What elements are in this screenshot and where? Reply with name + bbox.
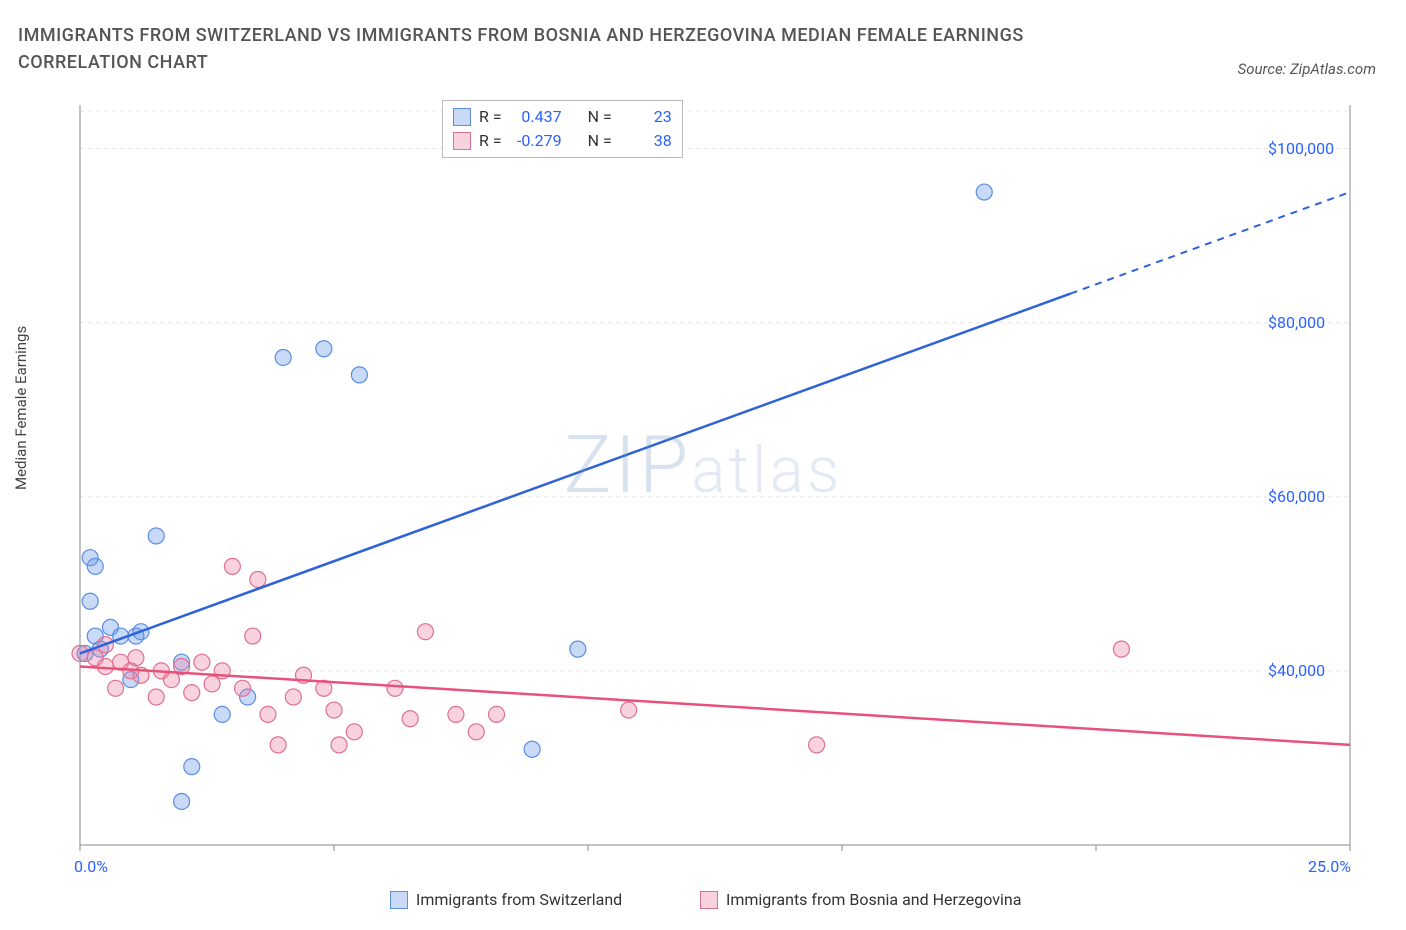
source-attribution: Source: ZipAtlas.com [1238,60,1376,78]
r-label: R = [479,129,502,153]
r-value: 0.437 [510,105,562,129]
legend-label: Immigrants from Switzerland [416,890,622,909]
legend-swatch [390,891,408,909]
x-tick-label: 25.0% [1308,857,1351,876]
r-label: R = [479,105,502,129]
legend-swatch [453,132,471,150]
n-label: N = [588,129,612,153]
y-tick-label: $80,000 [1268,313,1325,332]
legend-item-switzerland: Immigrants from Switzerland [390,890,622,909]
stats-row-switzerland: R = 0.437 N = 23 [453,105,672,129]
n-value: 23 [620,105,672,129]
legend-swatch [700,891,718,909]
n-label: N = [588,105,612,129]
legend-swatch [453,108,471,126]
y-tick-label: $60,000 [1268,487,1325,506]
n-value: 38 [620,129,672,153]
y-tick-label: $100,000 [1268,139,1334,158]
scatter-chart [50,95,1370,875]
y-axis-label: Median Female Earnings [12,326,30,490]
x-tick-label: 0.0% [74,857,108,876]
chart-title: IMMIGRANTS FROM SWITZERLAND VS IMMIGRANT… [18,22,1118,76]
correlation-stats-box: R = 0.437 N = 23 R = -0.279 N = 38 [442,100,683,158]
y-tick-label: $40,000 [1268,661,1325,680]
legend-label: Immigrants from Bosnia and Herzegovina [726,890,1021,909]
legend-item-bosnia: Immigrants from Bosnia and Herzegovina [700,890,1021,909]
r-value: -0.279 [510,129,562,153]
stats-row-bosnia: R = -0.279 N = 38 [453,129,672,153]
